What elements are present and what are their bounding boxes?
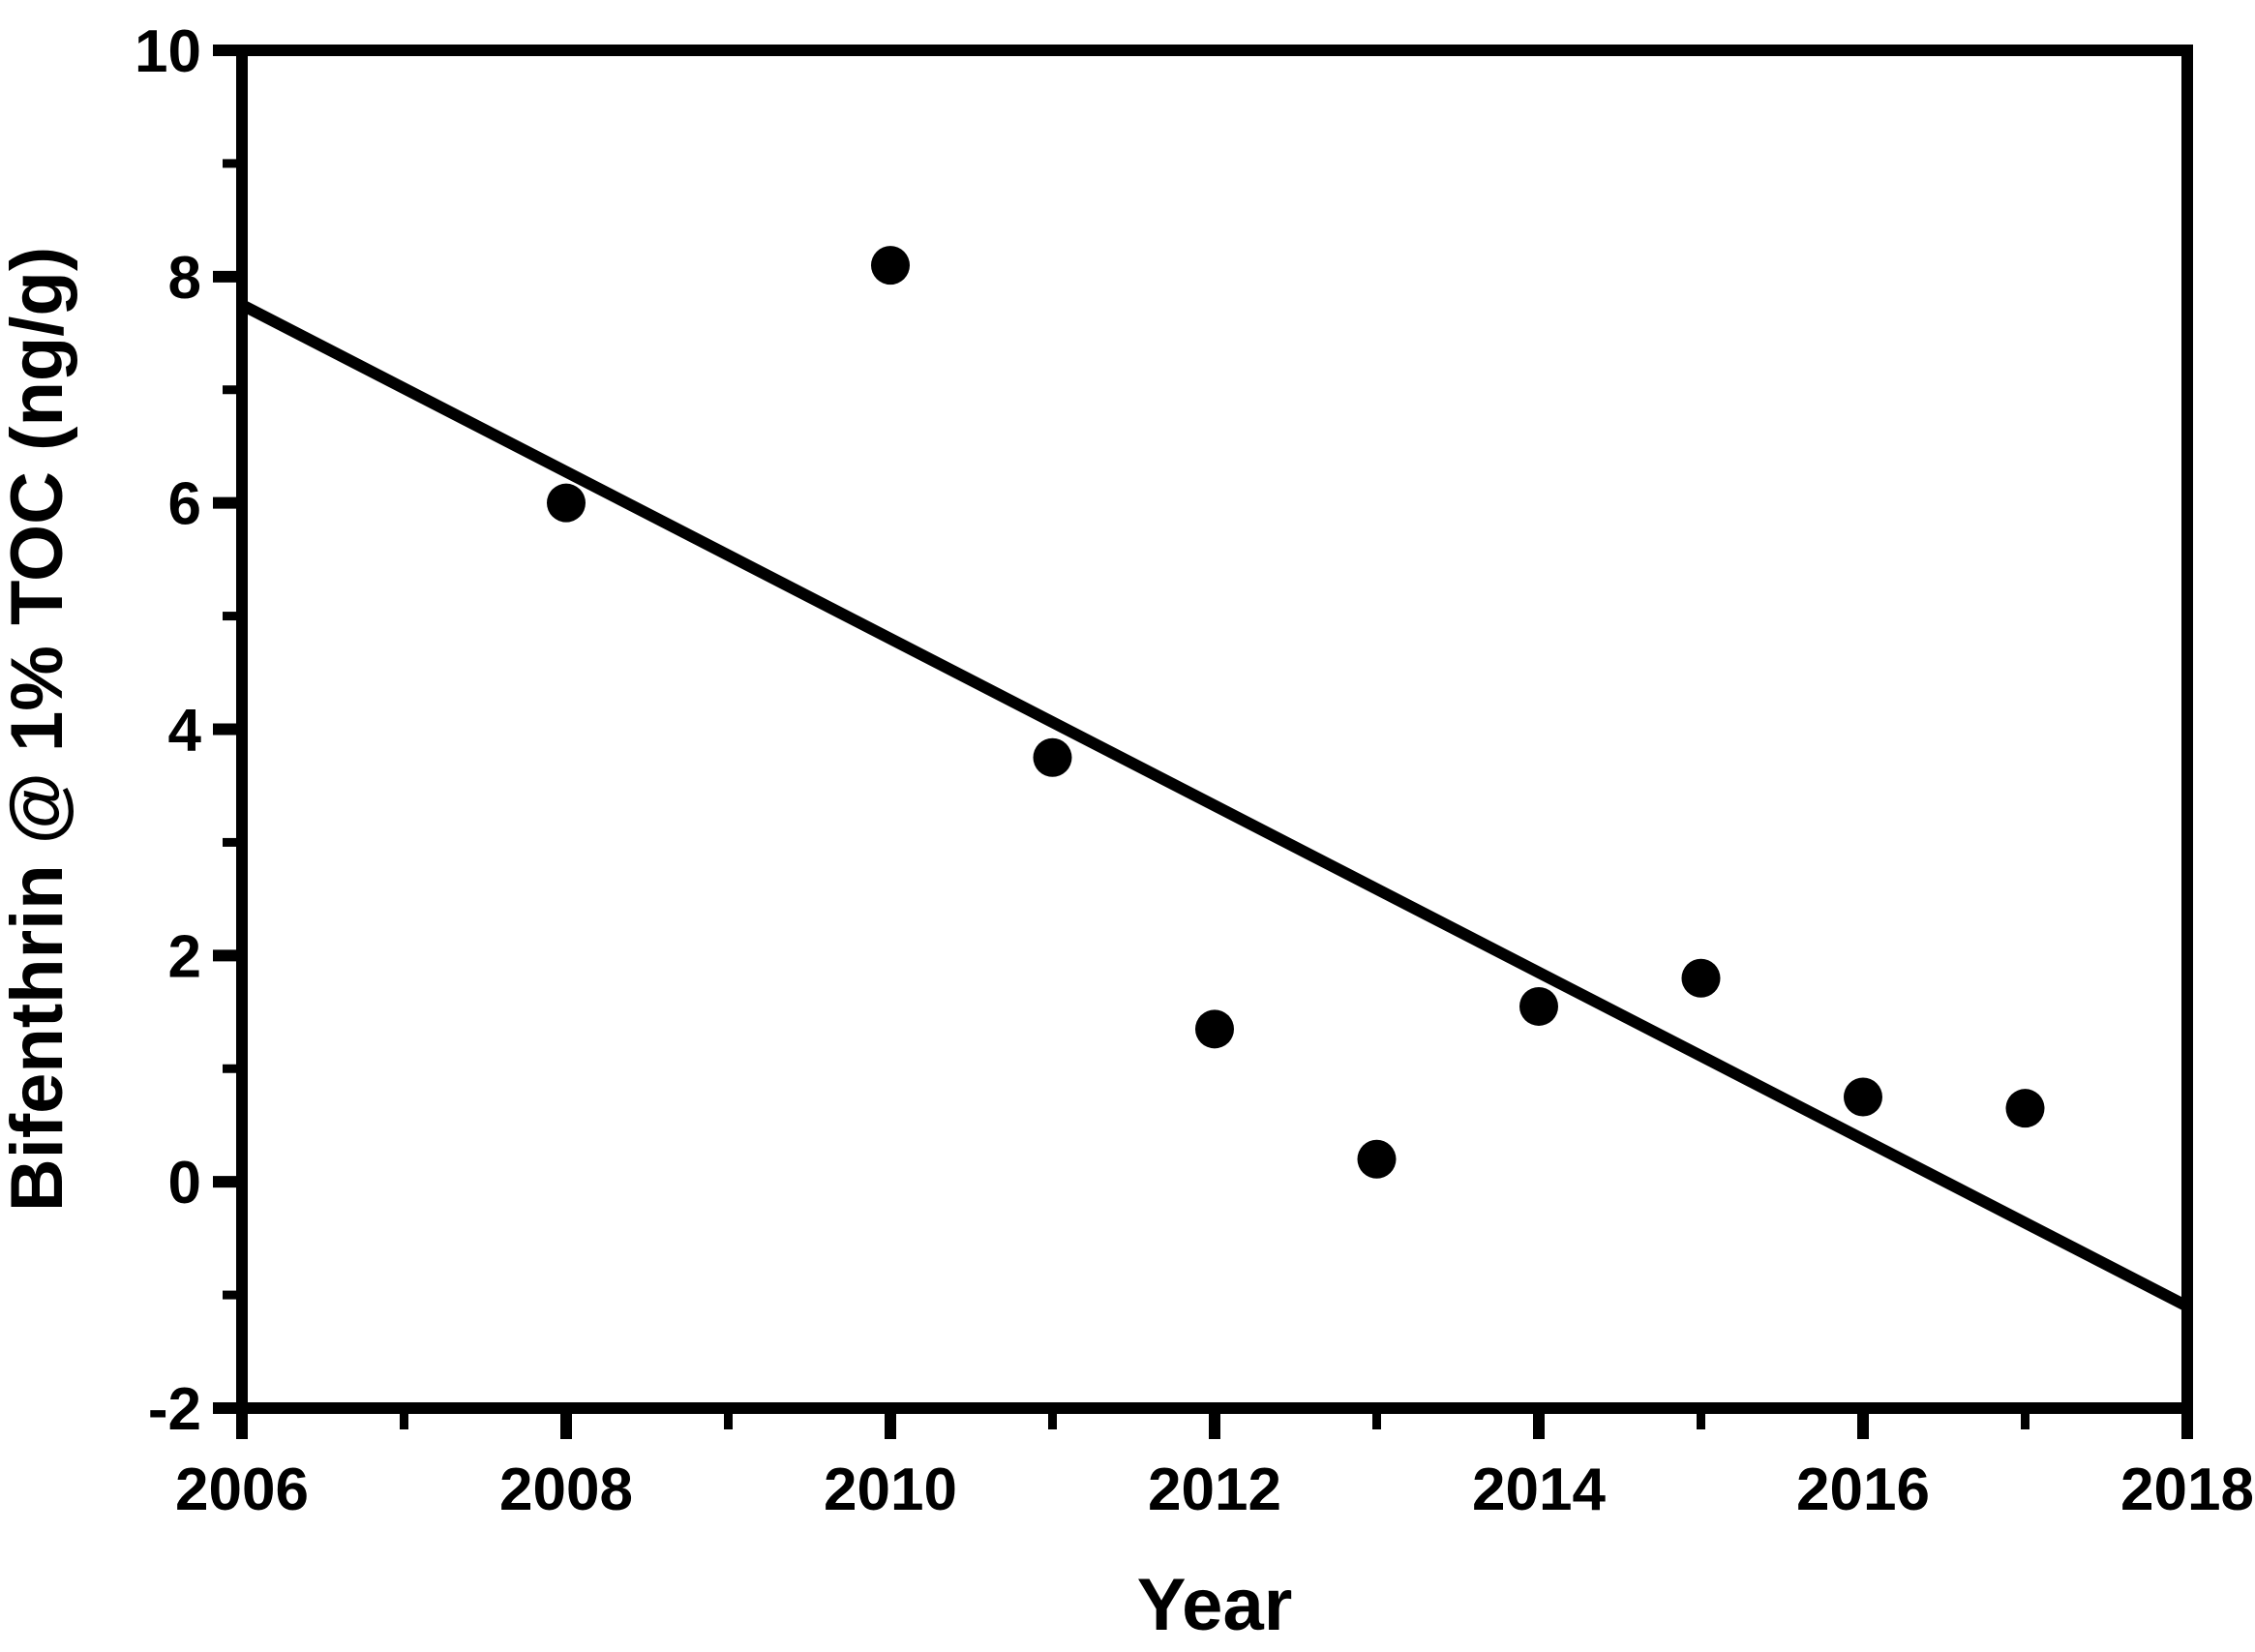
- x-tick-label: 2018: [2120, 1457, 2254, 1523]
- x-axis-label: Year: [1137, 1564, 1293, 1646]
- x-tick-label: 2014: [1472, 1457, 1606, 1523]
- x-tick-label: 2008: [499, 1457, 633, 1523]
- x-tick-label: 2006: [175, 1457, 309, 1523]
- data-point: [1033, 737, 1072, 777]
- plot-frame: [236, 45, 2193, 1414]
- x-tick-label: 2010: [824, 1457, 957, 1523]
- y-tick-label: 0: [168, 1150, 201, 1216]
- y-tick-label: 6: [168, 471, 201, 538]
- data-point: [1357, 1139, 1397, 1179]
- x-tick-label: 2012: [1148, 1457, 1281, 1523]
- trend-line: [239, 299, 2190, 1312]
- data-point: [1844, 1077, 1882, 1117]
- y-tick-label: 2: [168, 923, 201, 990]
- data-point: [2005, 1089, 2045, 1128]
- chart-generated-layer: 2006 2008 2010 2012 2014 2016 2018 -2 0 2 4 6 8 10: [135, 18, 2254, 1523]
- data-point: [871, 246, 910, 285]
- y-axis-label: Bifenthrin @ 1% TOC (ng/g): [0, 247, 78, 1212]
- data-point: [1681, 958, 1721, 998]
- x-tick-label: 2016: [1796, 1457, 1930, 1523]
- y-tick-label: -2: [148, 1376, 201, 1443]
- y-tick-label: 10: [135, 18, 201, 85]
- data-point: [1519, 986, 1558, 1026]
- y-tick-label: 4: [168, 698, 202, 765]
- data-point: [1195, 1009, 1234, 1049]
- data-point: [547, 483, 586, 523]
- y-tick-label: 8: [168, 245, 201, 312]
